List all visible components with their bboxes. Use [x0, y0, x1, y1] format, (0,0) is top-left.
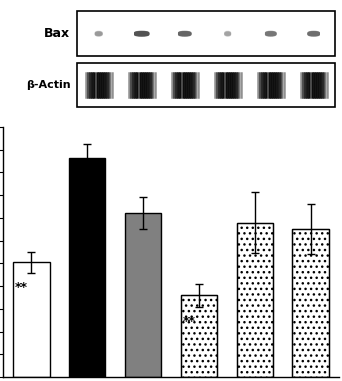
Ellipse shape	[225, 31, 231, 34]
Ellipse shape	[95, 32, 102, 34]
Ellipse shape	[266, 32, 276, 35]
Bar	[125, 213, 161, 377]
Ellipse shape	[95, 32, 102, 35]
Ellipse shape	[308, 33, 319, 36]
Ellipse shape	[135, 32, 148, 34]
Ellipse shape	[225, 32, 231, 34]
Ellipse shape	[135, 34, 148, 36]
Text: **: **	[182, 315, 195, 328]
Ellipse shape	[95, 32, 102, 34]
Ellipse shape	[179, 32, 191, 35]
Ellipse shape	[225, 34, 231, 36]
Text: Bax: Bax	[44, 27, 70, 40]
Ellipse shape	[225, 33, 231, 35]
Ellipse shape	[266, 32, 276, 35]
Ellipse shape	[95, 32, 102, 35]
Bar	[237, 223, 273, 377]
Ellipse shape	[179, 31, 191, 34]
Ellipse shape	[225, 33, 231, 36]
Ellipse shape	[135, 32, 148, 35]
Ellipse shape	[266, 33, 276, 36]
Ellipse shape	[308, 32, 319, 35]
Ellipse shape	[95, 32, 102, 35]
Ellipse shape	[179, 33, 191, 36]
Ellipse shape	[308, 32, 319, 34]
Ellipse shape	[308, 33, 319, 35]
Ellipse shape	[308, 32, 319, 35]
Bar	[181, 295, 217, 377]
Ellipse shape	[135, 32, 148, 34]
Bar	[69, 158, 105, 377]
Ellipse shape	[179, 33, 191, 35]
Ellipse shape	[135, 32, 148, 35]
Ellipse shape	[179, 32, 191, 35]
Ellipse shape	[135, 32, 148, 35]
Ellipse shape	[225, 32, 231, 35]
Ellipse shape	[225, 32, 231, 35]
Text: **: **	[15, 280, 28, 293]
Ellipse shape	[95, 32, 102, 35]
Ellipse shape	[95, 33, 102, 36]
Ellipse shape	[225, 33, 231, 36]
Ellipse shape	[266, 32, 276, 34]
Ellipse shape	[308, 32, 319, 35]
Ellipse shape	[266, 32, 276, 35]
Text: β-Actin: β-Actin	[26, 80, 70, 90]
Ellipse shape	[266, 33, 276, 36]
Bar	[77, 62, 335, 107]
Ellipse shape	[179, 33, 191, 35]
Ellipse shape	[308, 33, 319, 36]
Ellipse shape	[266, 33, 276, 35]
Ellipse shape	[308, 33, 319, 35]
Bar	[292, 229, 329, 377]
Ellipse shape	[266, 32, 276, 35]
Ellipse shape	[179, 32, 191, 34]
Ellipse shape	[135, 33, 148, 35]
Ellipse shape	[95, 33, 102, 36]
Ellipse shape	[135, 31, 148, 34]
Bar	[181, 295, 217, 377]
Ellipse shape	[225, 32, 231, 35]
Ellipse shape	[266, 34, 276, 36]
Ellipse shape	[179, 32, 191, 35]
Ellipse shape	[225, 32, 231, 34]
Bar	[292, 229, 329, 377]
Ellipse shape	[266, 31, 276, 34]
Ellipse shape	[179, 33, 191, 36]
Ellipse shape	[95, 33, 102, 35]
Ellipse shape	[266, 32, 276, 34]
Ellipse shape	[95, 31, 102, 34]
Ellipse shape	[179, 32, 191, 35]
Bar	[77, 11, 335, 56]
Ellipse shape	[95, 34, 102, 36]
Ellipse shape	[135, 33, 148, 36]
Bar	[13, 262, 50, 377]
Ellipse shape	[135, 32, 148, 35]
Ellipse shape	[179, 32, 191, 34]
Ellipse shape	[179, 34, 191, 36]
Ellipse shape	[225, 32, 231, 35]
Ellipse shape	[225, 33, 231, 35]
Bar	[237, 223, 273, 377]
Ellipse shape	[308, 32, 319, 35]
Ellipse shape	[308, 32, 319, 34]
Ellipse shape	[308, 31, 319, 34]
Ellipse shape	[308, 34, 319, 36]
Ellipse shape	[135, 33, 148, 36]
Ellipse shape	[95, 33, 102, 35]
Ellipse shape	[266, 33, 276, 35]
Ellipse shape	[135, 33, 148, 35]
